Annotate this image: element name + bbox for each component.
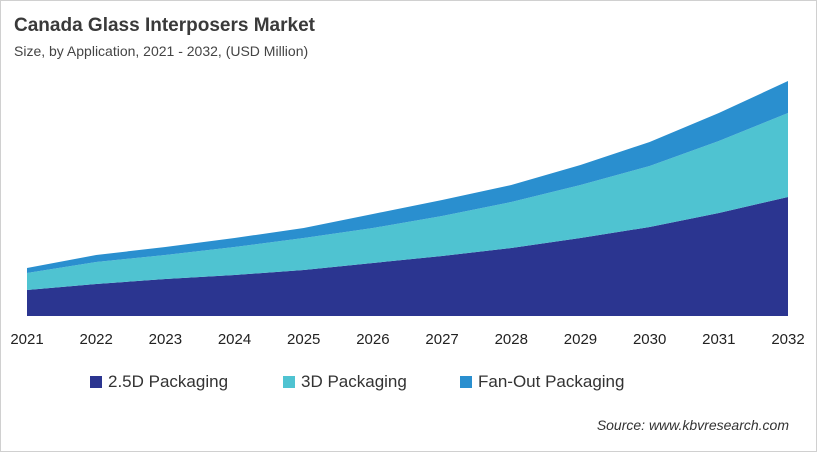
x-tick-label: 2027 (425, 331, 458, 348)
x-tick-label: 2028 (495, 331, 528, 348)
chart-title: Canada Glass Interposers Market (14, 15, 315, 36)
legend-swatch (460, 376, 472, 388)
x-tick-label: 2023 (149, 331, 182, 348)
x-tick-label: 2021 (10, 331, 43, 348)
legend-swatch (283, 376, 295, 388)
x-tick-label: 2026 (356, 331, 389, 348)
x-tick-label: 2030 (633, 331, 666, 348)
area-series-3d-packaging (27, 113, 788, 290)
chart-subtitle: Size, by Application, 2021 - 2032, (USD … (14, 43, 309, 59)
x-tick-label: 2022 (79, 331, 112, 348)
legend-label: 3D Packaging (301, 372, 407, 391)
x-tick-label: 2025 (287, 331, 320, 348)
legend-label: 2.5D Packaging (108, 372, 229, 391)
source-note: Source: www.kbvresearch.com (596, 417, 789, 433)
legend-swatch (90, 376, 102, 388)
x-tick-label: 2031 (702, 331, 735, 348)
legend-label: Fan-Out Packaging (478, 372, 625, 391)
x-tick-label: 2029 (564, 331, 597, 348)
legend-item-2-5d: 2.5D Packaging (90, 372, 228, 392)
legend: 2.5D Packaging 3D Packaging Fan-Out Pack… (0, 372, 817, 394)
legend-item-3d: 3D Packaging (283, 372, 407, 392)
area-series-2-5d-packaging (27, 197, 788, 316)
legend-item-fan-out: Fan-Out Packaging (460, 372, 624, 392)
x-tick-label: 2024 (218, 331, 251, 348)
x-tick-label: 2032 (771, 331, 804, 348)
